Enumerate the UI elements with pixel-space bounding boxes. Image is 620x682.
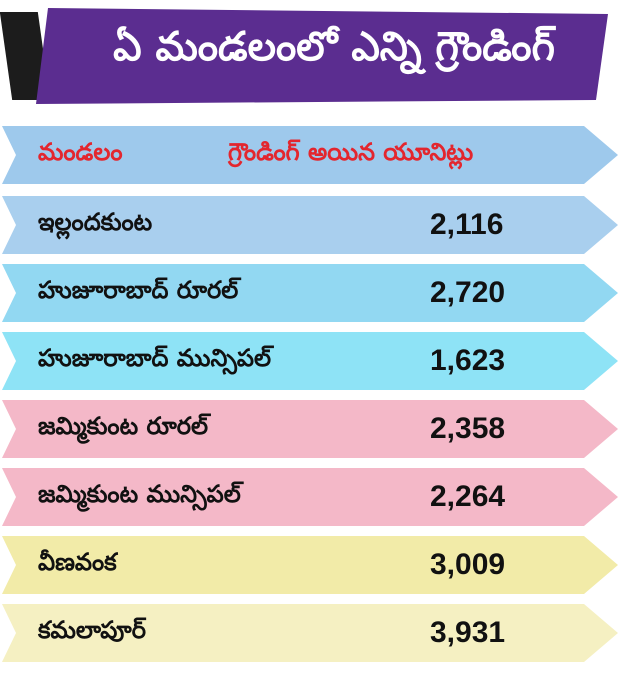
header-units: గ్రౌండింగ్ అయిన యూనిట్లు [228,138,474,166]
title-banner-shape [36,8,608,104]
row-arrow-shape [2,196,618,254]
row-mandal-name: ఇల్లందకుంట [38,208,153,236]
table-row: హుజూరాబాద్ మున్సిపల్ 1,623 [0,330,620,392]
row-mandal-name: జమ్మికుంట మున్సిపల్ [38,480,241,508]
table-row: జమ్మికుంట మున్సిపల్ 2,264 [0,466,620,528]
title-banner-polygon [36,8,608,104]
row-mandal-name: జమ్మికుంట రూరల్ [38,412,208,440]
table-row: వీణవంక 3,009 [0,534,620,596]
row-units-value: 2,720 [430,276,506,309]
row-arrow-polygon [2,332,618,390]
table-row: హుజూరాబాద్ రూరల్ 2,720 [0,262,620,324]
table-row: జమ్మికుంట రూరల్ 2,358 [0,398,620,460]
table-header-row: మండలం గ్రౌండింగ్ అయిన యూనిట్లు [0,124,620,186]
title-banner: ఏ మండలంలో ఎన్ని గ్రౌండింగ్ [30,6,608,106]
row-arrow-polygon [2,468,618,526]
header-mandal: మండలం [38,138,123,166]
row-arrow-shape [2,536,618,594]
row-arrow-polygon [2,196,618,254]
row-units-value: 3,009 [430,548,506,581]
row-arrow-shape [2,468,618,526]
header-arrow-shape [2,126,618,184]
table-row: ఇల్లందకుంట 2,116 [0,194,620,256]
row-units-value: 3,931 [430,616,506,649]
row-arrow-polygon [2,604,618,662]
row-mandal-name: హుజూరాబాద్ రూరల్ [38,276,239,304]
row-arrow-shape [2,400,618,458]
row-mandal-name: హుజూరాబాద్ మున్సిపల్ [38,344,271,372]
row-arrow-shape [2,264,618,322]
row-arrow-shape [2,332,618,390]
row-mandal-name: వీణవంక [38,548,117,576]
row-arrow-shape [2,604,618,662]
row-arrow-polygon [2,536,618,594]
row-mandal-name: కమలాపూర్ [38,616,146,644]
row-arrow-polygon [2,400,618,458]
row-arrow-polygon [2,264,618,322]
header-arrow-polygon [2,126,618,184]
table-row: కమలాపూర్ 3,931 [0,602,620,664]
row-units-value: 1,623 [430,344,506,377]
row-units-value: 2,264 [430,480,506,513]
row-units-value: 2,116 [430,208,504,241]
page-title: ఏ మండలంలో ఎన్ని గ్రౌండింగ్ [113,24,555,70]
row-units-value: 2,358 [430,412,506,445]
